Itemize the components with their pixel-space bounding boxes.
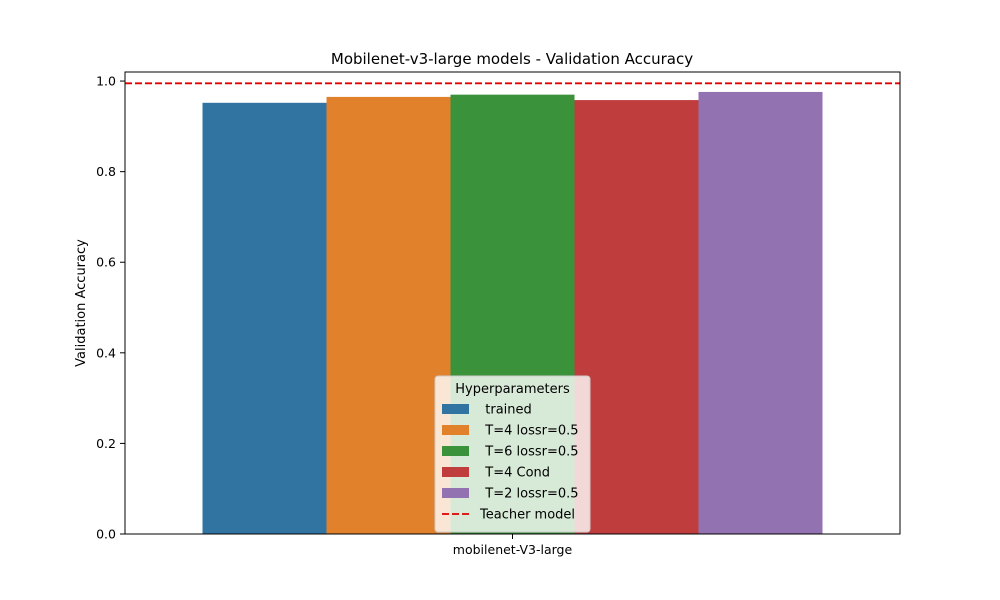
legend-item-label: Teacher model bbox=[479, 508, 575, 523]
legend-swatch bbox=[442, 488, 469, 498]
legend-box bbox=[434, 375, 591, 533]
plot-frame bbox=[124, 71, 901, 535]
bars-group bbox=[202, 91, 823, 535]
legend-swatch bbox=[442, 404, 469, 414]
x-axis-ticks: mobilenet-V3-large bbox=[453, 534, 573, 557]
legend-item-label: T=4 lossr=0.5 bbox=[477, 424, 579, 439]
bar-series-4 bbox=[698, 91, 823, 534]
y-tick-label: 0.0 bbox=[96, 527, 116, 542]
x-tick-label: mobilenet-V3-large bbox=[453, 542, 573, 557]
y-tick-label: 0.8 bbox=[96, 164, 116, 179]
y-tick-label: 0.4 bbox=[96, 345, 116, 360]
legend-item-label: T=6 lossr=0.5 bbox=[477, 445, 579, 460]
legend-item-label: T=2 lossr=0.5 bbox=[477, 487, 579, 502]
legend-title: Hyperparameters bbox=[455, 382, 570, 397]
y-tick-label: 0.6 bbox=[96, 255, 116, 270]
legend-swatch bbox=[442, 425, 469, 435]
y-axis-label: Validation Accuracy bbox=[74, 239, 89, 367]
bar-series-0 bbox=[202, 102, 327, 535]
legend-swatch bbox=[442, 446, 469, 456]
legend: Hyperparameters trained T=4 lossr=0.5 T=… bbox=[434, 375, 591, 533]
legend-item-label: T=4 Cond bbox=[477, 466, 550, 481]
legend-item-label: trained bbox=[477, 403, 532, 418]
bar-series-1 bbox=[326, 96, 451, 534]
bar-series-3 bbox=[574, 100, 699, 535]
y-tick-label: 1.0 bbox=[96, 74, 116, 89]
chart-title: Mobilenet-v3-large models - Validation A… bbox=[331, 50, 693, 68]
y-tick-label: 0.2 bbox=[96, 436, 116, 451]
legend-swatch bbox=[442, 467, 469, 477]
y-axis-ticks: 0.0 0.2 0.4 0.6 0.8 1.0 bbox=[96, 74, 125, 542]
